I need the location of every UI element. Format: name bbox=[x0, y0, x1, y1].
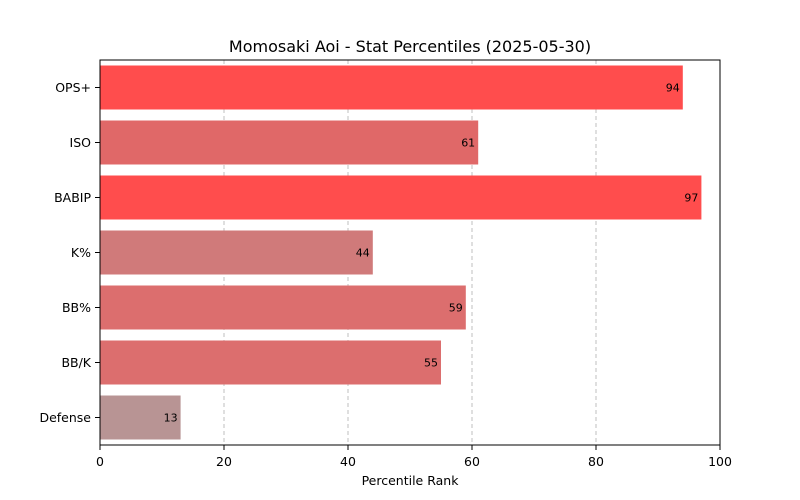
bar bbox=[100, 285, 466, 330]
bar bbox=[100, 120, 479, 165]
bar-value-label: 13 bbox=[164, 412, 178, 425]
chart-title: Momosaki Aoi - Stat Percentiles (2025-05… bbox=[229, 37, 591, 56]
y-tick-label: BB% bbox=[62, 300, 91, 315]
x-axis-ticks: 0 20 40 60 80 100 bbox=[96, 445, 732, 469]
y-tick-label: BABIP bbox=[54, 190, 91, 205]
y-axis-ticks: OPS+ ISO BABIP K% BB% BB/K Defense bbox=[39, 80, 100, 425]
bar bbox=[100, 65, 683, 110]
bar bbox=[100, 395, 181, 440]
y-tick-label: OPS+ bbox=[55, 80, 91, 95]
x-tick-label: 20 bbox=[216, 454, 232, 469]
y-tick-label: K% bbox=[71, 245, 91, 260]
x-tick-label: 40 bbox=[340, 454, 356, 469]
bar bbox=[100, 230, 373, 275]
data-labels: 94 61 97 44 59 55 13 bbox=[164, 82, 699, 425]
bar-value-label: 44 bbox=[356, 247, 370, 260]
bar bbox=[100, 340, 441, 385]
x-tick-label: 0 bbox=[96, 454, 104, 469]
y-tick-label: ISO bbox=[70, 135, 92, 150]
bar bbox=[100, 175, 702, 220]
bar-value-label: 59 bbox=[449, 302, 463, 315]
x-tick-label: 80 bbox=[588, 454, 604, 469]
bar-value-label: 94 bbox=[666, 82, 680, 95]
y-tick-label: Defense bbox=[39, 410, 91, 425]
x-tick-label: 60 bbox=[464, 454, 480, 469]
bar-value-label: 55 bbox=[424, 357, 438, 370]
bar-value-label: 97 bbox=[684, 192, 698, 205]
x-axis-label: Percentile Rank bbox=[362, 473, 460, 488]
bar-value-label: 61 bbox=[461, 137, 475, 150]
x-tick-label: 100 bbox=[708, 454, 732, 469]
bars bbox=[100, 65, 702, 440]
y-tick-label: BB/K bbox=[61, 355, 91, 370]
